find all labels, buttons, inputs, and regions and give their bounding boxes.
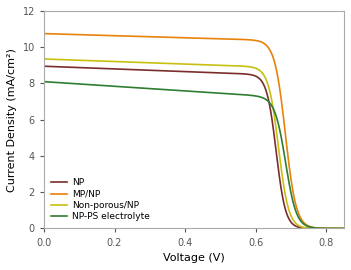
MP/NP [333, 227, 337, 230]
Line: NP-PS electrolyte: NP-PS electrolyte [44, 82, 344, 228]
MP/NP [180, 36, 184, 39]
NP [57, 65, 61, 68]
MP/NP [42, 32, 46, 35]
Non-porous/NP [180, 62, 184, 66]
MP/NP [188, 36, 192, 39]
NP-PS electrolyte [42, 80, 46, 83]
Non-porous/NP [278, 160, 282, 163]
Line: MP/NP: MP/NP [44, 33, 344, 228]
Non-porous/NP [57, 58, 61, 61]
Y-axis label: Current Density (mA/cm²): Current Density (mA/cm²) [7, 48, 17, 192]
Line: Non-porous/NP: Non-porous/NP [44, 59, 344, 228]
NP-PS electrolyte [278, 131, 282, 134]
Non-porous/NP [333, 227, 337, 230]
MP/NP [57, 32, 61, 36]
NP-PS electrolyte [180, 89, 184, 92]
NP-PS electrolyte [57, 81, 61, 84]
X-axis label: Voltage (V): Voltage (V) [163, 253, 225, 263]
NP [342, 227, 346, 230]
NP-PS electrolyte [342, 227, 346, 230]
Legend: NP, MP/NP, Non-porous/NP, NP-PS electrolyte: NP, MP/NP, Non-porous/NP, NP-PS electrol… [48, 176, 152, 224]
Non-porous/NP [42, 57, 46, 60]
MP/NP [278, 91, 282, 94]
NP [333, 227, 337, 230]
NP-PS electrolyte [333, 227, 337, 230]
NP [278, 181, 282, 184]
NP [42, 65, 46, 68]
MP/NP [333, 227, 337, 230]
Non-porous/NP [333, 227, 337, 230]
NP [188, 70, 192, 73]
NP-PS electrolyte [333, 227, 337, 230]
Non-porous/NP [188, 63, 192, 66]
MP/NP [342, 227, 346, 230]
NP [333, 227, 337, 230]
Line: NP: NP [44, 66, 344, 228]
Non-porous/NP [342, 227, 346, 230]
NP-PS electrolyte [188, 90, 192, 93]
NP [180, 70, 184, 73]
